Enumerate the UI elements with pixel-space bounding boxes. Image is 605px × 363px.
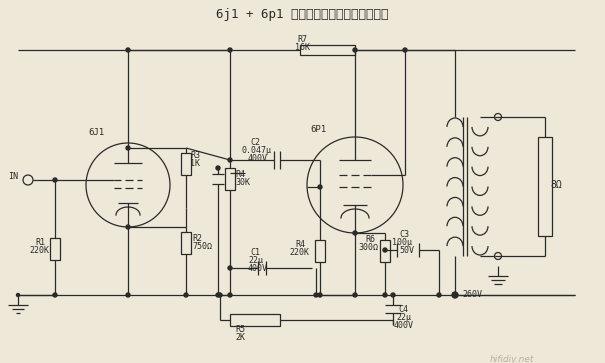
Text: 220K: 220K (29, 246, 49, 255)
Bar (380, 240, 390, 262)
Circle shape (391, 293, 395, 297)
Text: 400V: 400V (248, 264, 268, 273)
Text: C2: C2 (250, 138, 260, 147)
Circle shape (53, 178, 57, 182)
Text: R6: R6 (365, 235, 375, 244)
Circle shape (307, 137, 403, 233)
Text: 400V: 400V (394, 321, 414, 330)
Circle shape (228, 266, 232, 270)
Circle shape (126, 225, 130, 229)
Circle shape (184, 293, 188, 297)
Text: 300Ω: 300Ω (358, 243, 378, 252)
Circle shape (218, 294, 221, 297)
Circle shape (126, 293, 130, 297)
Circle shape (452, 292, 458, 298)
Text: 30K: 30K (235, 178, 250, 187)
Circle shape (353, 293, 357, 297)
Text: 2K: 2K (235, 333, 245, 342)
Circle shape (453, 293, 457, 297)
Bar (300, 45, 355, 55)
Bar (181, 153, 191, 175)
Text: 22μ: 22μ (248, 256, 263, 265)
Text: 50V: 50V (399, 246, 414, 255)
Circle shape (228, 158, 232, 162)
Text: 16K: 16K (295, 43, 310, 52)
Circle shape (318, 293, 322, 297)
Circle shape (383, 293, 387, 297)
Circle shape (318, 185, 322, 189)
Text: R7: R7 (297, 35, 307, 44)
Circle shape (53, 293, 57, 297)
Circle shape (126, 146, 130, 150)
Text: 100μ: 100μ (392, 238, 412, 247)
Text: 220K: 220K (289, 248, 309, 257)
Text: 1K: 1K (190, 159, 200, 168)
Circle shape (23, 175, 33, 185)
Bar (315, 240, 325, 262)
Text: R2: R2 (192, 234, 202, 243)
Circle shape (216, 293, 220, 297)
Text: 6P1: 6P1 (310, 125, 326, 134)
Text: 750Ω: 750Ω (192, 242, 212, 251)
Bar (181, 232, 191, 254)
Text: R3: R3 (190, 151, 200, 160)
Circle shape (353, 231, 357, 235)
Text: 0.047μ: 0.047μ (242, 146, 272, 155)
Text: 8Ω: 8Ω (550, 180, 562, 190)
Text: R4: R4 (235, 170, 245, 179)
Bar (230, 314, 280, 326)
Text: 400V: 400V (248, 154, 268, 163)
Text: 260V: 260V (462, 290, 482, 299)
Text: C4: C4 (398, 305, 408, 314)
Circle shape (403, 48, 407, 52)
Bar (225, 168, 235, 190)
Text: R1: R1 (35, 238, 45, 247)
Circle shape (353, 48, 357, 52)
Circle shape (383, 248, 387, 252)
Circle shape (218, 293, 222, 297)
Circle shape (16, 294, 19, 297)
Circle shape (228, 293, 232, 297)
Text: 22μ: 22μ (396, 313, 411, 322)
Text: R5: R5 (235, 325, 245, 334)
Circle shape (453, 293, 457, 297)
Bar (50, 238, 60, 260)
Text: hifidiy.net: hifidiy.net (490, 355, 534, 363)
Circle shape (494, 114, 502, 121)
Circle shape (494, 253, 502, 260)
Text: C1: C1 (250, 248, 260, 257)
Circle shape (437, 293, 441, 297)
Circle shape (126, 48, 130, 52)
Circle shape (216, 166, 220, 170)
Circle shape (228, 48, 232, 52)
Circle shape (314, 293, 318, 297)
Circle shape (86, 143, 170, 227)
Text: R4: R4 (295, 240, 305, 249)
Text: 6j1 + 6p1 单端电子管功率放大器电路图: 6j1 + 6p1 单端电子管功率放大器电路图 (216, 8, 388, 21)
Text: 6J1: 6J1 (88, 128, 104, 137)
Text: C3: C3 (399, 230, 409, 239)
Text: IN: IN (8, 172, 18, 181)
Bar (538, 137, 552, 236)
